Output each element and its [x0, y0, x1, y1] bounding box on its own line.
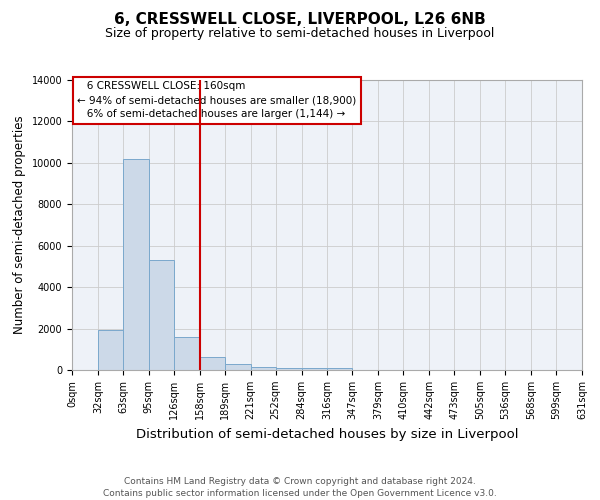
Text: Size of property relative to semi-detached houses in Liverpool: Size of property relative to semi-detach… [106, 28, 494, 40]
Bar [123, 158, 149, 370]
Bar [225, 364, 251, 370]
Text: 6, CRESSWELL CLOSE, LIVERPOOL, L26 6NB: 6, CRESSWELL CLOSE, LIVERPOOL, L26 6NB [114, 12, 486, 28]
X-axis label: Distribution of semi-detached houses by size in Liverpool: Distribution of semi-detached houses by … [136, 428, 518, 440]
Bar [251, 366, 275, 370]
Bar [302, 368, 328, 370]
Bar [200, 356, 225, 370]
Text: 6 CRESSWELL CLOSE: 160sqm
← 94% of semi-detached houses are smaller (18,900)
   : 6 CRESSWELL CLOSE: 160sqm ← 94% of semi-… [77, 82, 356, 120]
Bar [174, 337, 200, 370]
Bar [98, 330, 123, 370]
Bar [275, 368, 302, 370]
Bar [149, 260, 174, 370]
Y-axis label: Number of semi-detached properties: Number of semi-detached properties [13, 116, 26, 334]
Text: Contains HM Land Registry data © Crown copyright and database right 2024.
Contai: Contains HM Land Registry data © Crown c… [103, 476, 497, 498]
Bar [328, 368, 352, 370]
